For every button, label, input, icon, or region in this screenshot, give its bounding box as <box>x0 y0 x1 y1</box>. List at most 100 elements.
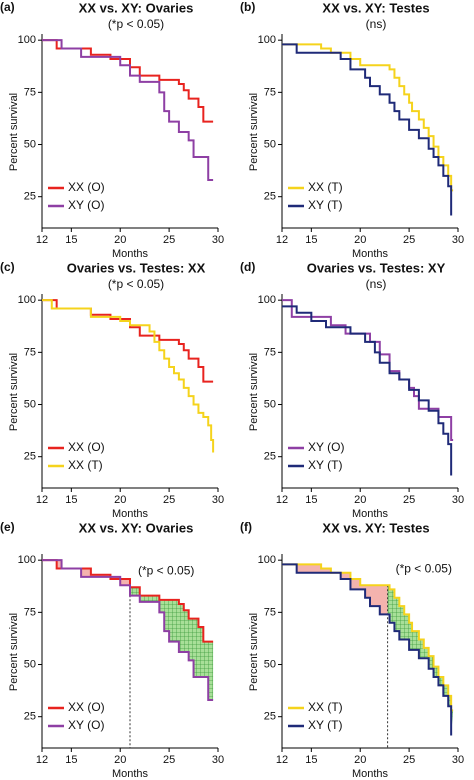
x-tick-label: 12 <box>36 494 48 506</box>
difference-area-before <box>282 564 388 615</box>
panel-label: (a) <box>0 0 15 14</box>
x-axis-label: Months <box>352 508 389 520</box>
difference-area-before <box>42 560 130 596</box>
y-axis-label: Percent survival <box>248 93 260 171</box>
legend-label: XY (O) <box>68 198 104 212</box>
y-tick-label: 75 <box>24 86 36 98</box>
y-tick-label: 25 <box>24 191 36 203</box>
legend-label: XX (T) <box>308 700 343 714</box>
y-tick-label: 75 <box>264 86 276 98</box>
x-tick-label: 25 <box>163 494 175 506</box>
x-tick-label: 20 <box>354 234 366 246</box>
x-axis-label: Months <box>112 768 149 780</box>
panel: (d) Ovaries vs. Testes: XY (ns) Percent sur… <box>240 260 464 520</box>
survival-curve <box>42 39 214 181</box>
survival-curve <box>282 563 454 712</box>
x-axis-label: Months <box>352 768 389 780</box>
x-tick-label: 30 <box>212 494 224 506</box>
chart-title: XX vs. XY: Ovaries <box>79 0 194 15</box>
x-tick-label: 30 <box>452 754 464 766</box>
difference-area-after <box>130 578 214 700</box>
y-axis-label: Percent survival <box>8 613 20 691</box>
x-axis-label: Months <box>112 248 149 260</box>
panel-label: (c) <box>0 260 15 274</box>
legend-label: XY (O) <box>68 718 104 732</box>
legend-label: XX (T) <box>68 458 103 472</box>
legend-label: XY (T) <box>308 718 342 732</box>
significance-note: (*p < 0.05) <box>138 563 194 577</box>
panel: (a) XX vs. XY: Ovaries (*p < 0.05) Percent … <box>0 0 224 260</box>
x-tick-label: 15 <box>65 234 77 246</box>
x-tick-label: 25 <box>163 754 175 766</box>
x-tick-label: 25 <box>403 754 415 766</box>
survival-curve <box>42 299 214 383</box>
legend-label: XX (O) <box>68 180 105 194</box>
x-tick-label: 30 <box>212 234 224 246</box>
survival-curve <box>42 39 214 123</box>
y-tick-label: 50 <box>264 138 276 150</box>
survival-curve <box>282 299 454 441</box>
y-tick-label: 100 <box>18 34 36 46</box>
significance-note: (*p < 0.05) <box>396 561 452 575</box>
legend-label: XX (O) <box>68 700 105 714</box>
y-tick-label: 75 <box>264 606 276 618</box>
y-tick-label: 50 <box>24 658 36 670</box>
x-tick-label: 30 <box>452 494 464 506</box>
y-tick-label: 50 <box>24 138 36 150</box>
y-tick-label: 75 <box>24 346 36 358</box>
x-tick-label: 15 <box>65 494 77 506</box>
x-tick-label: 12 <box>36 234 48 246</box>
panel-label: (b) <box>240 0 255 14</box>
survival-curve <box>42 559 214 701</box>
x-tick-label: 12 <box>276 234 288 246</box>
x-tick-label: 12 <box>276 494 288 506</box>
chart-title: Ovaries vs. Testes: XY <box>307 260 446 275</box>
x-tick-label: 15 <box>65 754 77 766</box>
x-tick-label: 25 <box>403 494 415 506</box>
x-tick-label: 30 <box>212 754 224 766</box>
survival-curve <box>42 559 214 643</box>
panel-label: (e) <box>0 520 15 534</box>
x-tick-label: 20 <box>354 754 366 766</box>
y-tick-label: 100 <box>18 294 36 306</box>
x-axis-label: Months <box>112 508 149 520</box>
y-tick-label: 100 <box>18 554 36 566</box>
x-tick-label: 15 <box>305 234 317 246</box>
x-tick-label: 25 <box>163 234 175 246</box>
legend-label: XX (O) <box>68 440 105 454</box>
survival-curve <box>282 305 453 476</box>
y-axis-label: Percent survival <box>248 613 260 691</box>
y-tick-label: 50 <box>24 398 36 410</box>
panel-label: (d) <box>240 260 255 274</box>
x-tick-label: 12 <box>36 754 48 766</box>
legend-label: XY (O) <box>308 440 344 454</box>
chart-subtitle: (*p < 0.05) <box>108 277 164 291</box>
x-tick-label: 20 <box>114 754 126 766</box>
y-axis-label: Percent survival <box>248 353 260 431</box>
y-tick-label: 100 <box>258 294 276 306</box>
survival-curve <box>42 299 215 453</box>
survival-curve <box>282 43 454 192</box>
y-tick-label: 50 <box>264 658 276 670</box>
difference-area-after <box>387 585 454 736</box>
panel: (b) XX vs. XY: Testes (ns) Percent survival… <box>240 0 464 260</box>
panel: (f) XX vs. XY: Testes Percent survival Mont… <box>240 520 464 780</box>
legend-label: XY (T) <box>308 198 342 212</box>
x-tick-label: 25 <box>403 234 415 246</box>
panel: (c) Ovaries vs. Testes: XX (*p < 0.05) Perc… <box>0 260 224 520</box>
x-tick-label: 20 <box>114 234 126 246</box>
panel: (e) XX vs. XY: Ovaries Percent survival Mon… <box>0 520 224 780</box>
y-axis-label: Percent survival <box>8 93 20 171</box>
chart-subtitle: (*p < 0.05) <box>108 17 164 31</box>
y-tick-label: 100 <box>258 34 276 46</box>
chart-title: XX vs. XY: Testes <box>322 0 429 15</box>
y-axis-label: Percent survival <box>8 353 20 431</box>
chart-subtitle: (ns) <box>366 17 387 31</box>
chart-title: Ovaries vs. Testes: XX <box>67 260 206 275</box>
x-tick-label: 30 <box>452 234 464 246</box>
panel-label: (f) <box>240 520 252 534</box>
x-tick-label: 15 <box>305 754 317 766</box>
legend-label: XY (T) <box>308 458 342 472</box>
y-tick-label: 25 <box>264 451 276 463</box>
